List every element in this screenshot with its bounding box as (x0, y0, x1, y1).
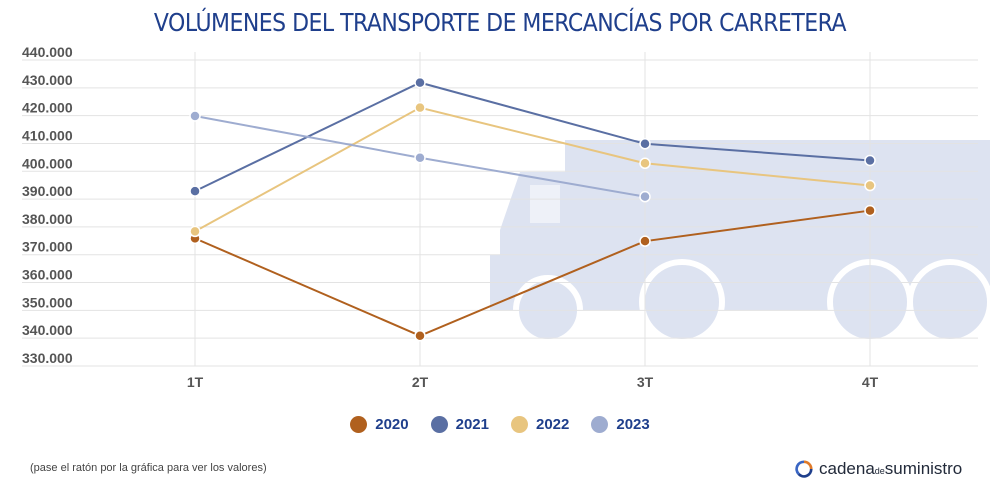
y-tick-label: 420.000 (22, 100, 73, 116)
data-point-2022[interactable] (639, 157, 651, 170)
legend-swatch (430, 415, 448, 433)
x-tick-label: 1T (187, 374, 204, 390)
data-point-2023[interactable] (639, 190, 651, 203)
y-tick-label: 390.000 (22, 183, 73, 199)
legend-label: 2022 (536, 415, 570, 433)
y-tick-label: 410.000 (22, 127, 73, 143)
data-point-2020[interactable] (639, 235, 651, 247)
data-point-2021[interactable] (189, 185, 201, 197)
legend-item-2023[interactable]: 2023 (591, 415, 650, 433)
legend-item-2022[interactable]: 2022 (511, 415, 570, 433)
chart-title: VOLÚMENES DEL TRANSPORTE DE MERCANCÍAS P… (153, 8, 847, 37)
x-tick-label: 4T (862, 374, 879, 390)
chart-legend: 2020 2021 2022 2023 (0, 412, 1000, 436)
y-tick-label: 360.000 (22, 267, 73, 283)
truck-watermark-icon (490, 140, 993, 345)
data-point-2022[interactable] (189, 225, 201, 238)
brand-logo: cadenadesuministro (795, 456, 962, 482)
y-tick-label: 370.000 (22, 239, 73, 255)
data-point-2023[interactable] (414, 151, 426, 164)
legend-item-2020[interactable]: 2020 (350, 415, 409, 433)
series-line-2022 (194, 106, 871, 233)
legend-label: 2023 (616, 415, 650, 433)
footnote: (pase el ratón por la gráfica para ver l… (30, 462, 267, 474)
brand-part1: cadena (819, 459, 875, 478)
data-point-2021[interactable] (864, 154, 876, 167)
data-point-2021[interactable] (414, 76, 426, 89)
y-tick-label: 350.000 (22, 294, 73, 310)
legend-swatch (591, 415, 609, 433)
y-tick-label: 340.000 (22, 322, 73, 338)
legend-label: 2021 (455, 415, 489, 433)
data-point-2022[interactable] (864, 179, 876, 192)
x-tick-label: 2T (412, 374, 429, 390)
legend-item-2021[interactable]: 2021 (430, 415, 489, 433)
y-tick-label: 430.000 (22, 72, 73, 88)
series-line-2020 (194, 209, 871, 337)
legend-swatch (511, 415, 528, 433)
x-tick-label: 3T (637, 374, 654, 390)
circular-arrows-icon (795, 460, 813, 478)
data-point-2020[interactable] (864, 204, 876, 217)
data-point-2022[interactable] (414, 101, 426, 114)
y-tick-label: 440.000 (22, 44, 73, 60)
y-tick-label: 400.000 (22, 155, 73, 171)
legend-swatch (350, 415, 368, 433)
data-point-2023[interactable] (189, 110, 201, 122)
legend-label: 2020 (375, 415, 409, 433)
brand-part3: suministro (884, 459, 963, 478)
y-tick-label: 380.000 (22, 211, 73, 227)
brand-part2: de (874, 466, 885, 476)
data-point-2021[interactable] (639, 138, 651, 150)
data-point-2020[interactable] (414, 329, 426, 342)
y-tick-label: 330.000 (22, 350, 73, 366)
